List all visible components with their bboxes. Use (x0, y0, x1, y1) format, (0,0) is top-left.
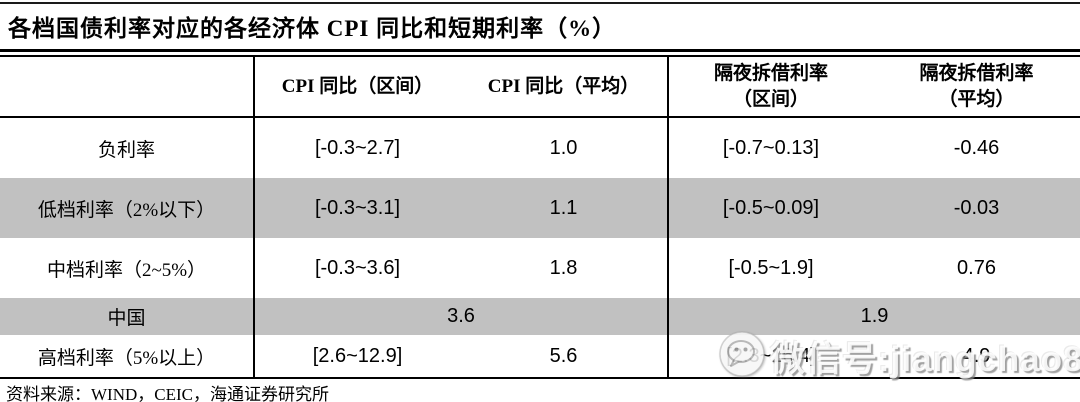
cell-overnight-range: [2.3~16.4] (667, 335, 873, 377)
row-label-high-rate: 高档利率（5%以上） (37, 347, 216, 369)
cell-china-cpi-merged: 3.6 (253, 298, 667, 335)
cell-china-overnight-merged: 1.9 (667, 298, 1080, 335)
cell-cpi-range: [-0.3~2.7] (253, 118, 460, 178)
cell-overnight-range: [-0.7~0.13] (667, 118, 873, 178)
header-row-label (0, 57, 253, 118)
header-overnight-avg-line2: （平均） (938, 88, 1015, 110)
header-cpi-avg: CPI 同比（平均） (460, 57, 667, 118)
cell-cpi-range: [-0.3~3.1] (253, 178, 460, 238)
header-cpi-range: CPI 同比（区间） (253, 57, 460, 118)
cell-overnight-avg: -0.46 (953, 136, 1000, 159)
cell-cpi-avg: 1.1 (460, 178, 667, 238)
cell-cpi-avg: 1.0 (549, 136, 578, 159)
row-label-negative-rate: 负利率 (97, 139, 155, 161)
row-label-low-rate: 低档利率（2%以下） (0, 178, 253, 238)
cell-overnight-avg: -0.03 (873, 178, 1080, 238)
cell-overnight-range: [-0.5~1.9] (667, 238, 873, 298)
cell-cpi-range: [2.6~12.9] (253, 335, 460, 377)
header-overnight-avg-line1: 隔夜拆借利率 (919, 62, 1034, 84)
header-overnight-range-line2: （区间） (732, 88, 809, 110)
header-overnight-range-line1: 隔夜拆借利率 (713, 62, 828, 84)
cell-cpi-avg: 5.6 (549, 344, 578, 367)
cell-overnight-range: [-0.5~0.09] (667, 178, 873, 238)
top-rule (0, 2, 1080, 4)
cell-cpi-range: [-0.3~3.6] (253, 238, 460, 298)
title-divider (0, 49, 1080, 57)
cell-overnight-avg: 0.76 (957, 256, 996, 279)
data-table: CPI 同比（区间） CPI 同比（平均） 隔夜拆借利率 （区间） 隔夜拆借利率… (0, 57, 1080, 379)
header-overnight-range: 隔夜拆借利率 （区间） (667, 57, 873, 118)
header-overnight-avg: 隔夜拆借利率 （平均） (873, 57, 1080, 118)
cell-cpi-avg: 1.8 (549, 256, 578, 279)
data-source-note: 资料来源：WIND，CEIC，海通证券研究所 (6, 385, 329, 402)
row-label-mid-rate: 中档利率（2~5%） (46, 259, 207, 281)
table-title: 各档国债利率对应的各经济体 CPI 同比和短期利率（%） (8, 16, 617, 41)
cell-overnight-avg: 4.9 (962, 344, 991, 367)
row-label-china: 中国 (0, 298, 253, 335)
